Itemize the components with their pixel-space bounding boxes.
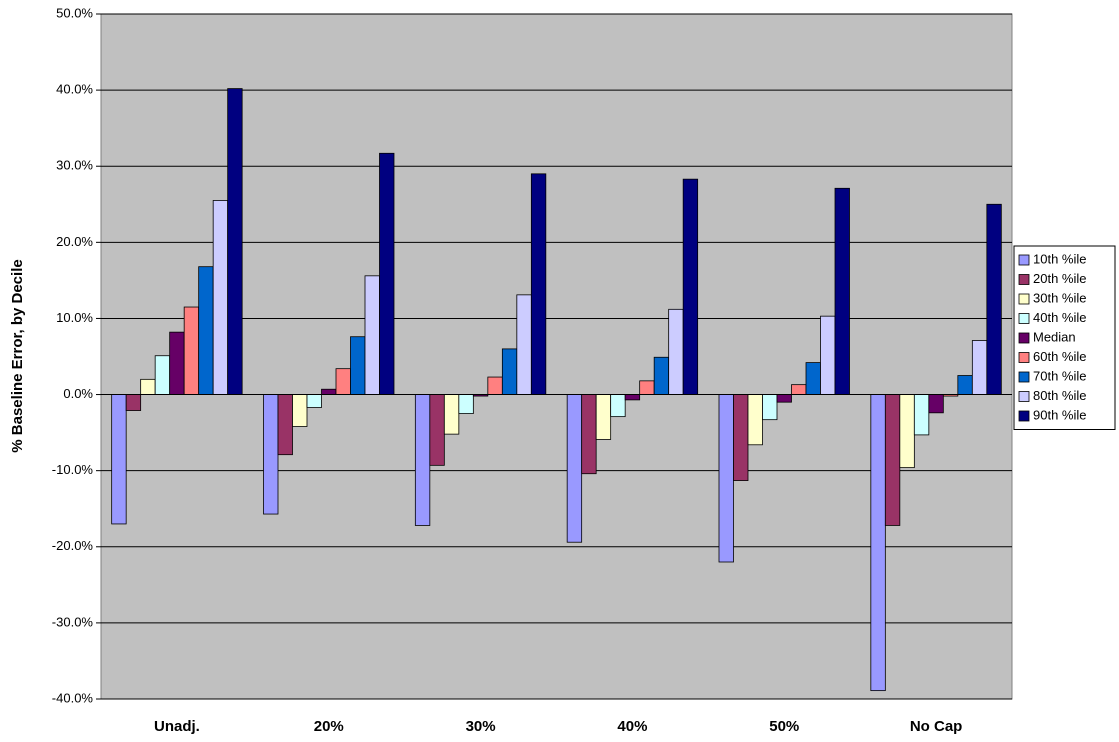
- bar: [429, 394, 445, 466]
- bar: [913, 394, 930, 436]
- bar: [762, 394, 778, 421]
- bar: [169, 331, 185, 395]
- bar: [747, 394, 763, 446]
- legend-label: 20th %ile: [1033, 271, 1086, 286]
- bar: [443, 394, 460, 435]
- bar: [277, 394, 293, 456]
- bar: [414, 394, 431, 526]
- bar: [820, 315, 836, 395]
- x-tick-label: 40%: [617, 718, 647, 735]
- bar: [733, 394, 749, 481]
- legend-label: 60th %ile: [1033, 349, 1086, 364]
- legend-swatch: [1018, 313, 1030, 324]
- bar: [870, 394, 886, 692]
- legend-label: 40th %ile: [1033, 310, 1086, 325]
- bar: [581, 394, 597, 475]
- bar: [899, 394, 915, 469]
- y-tick-label: 30.0%: [56, 158, 93, 173]
- bar: [125, 394, 142, 411]
- y-tick-label: 10.0%: [56, 310, 93, 325]
- legend-label: 10th %ile: [1033, 251, 1086, 266]
- legend-label: 30th %ile: [1033, 290, 1086, 305]
- bar: [212, 200, 229, 395]
- bar: [805, 362, 821, 395]
- legend-label: 80th %ile: [1033, 388, 1086, 403]
- x-tick-label: 30%: [466, 718, 496, 735]
- x-tick-label: 50%: [769, 718, 799, 735]
- bar: [458, 394, 474, 414]
- bar: [957, 375, 973, 395]
- legend-box: [1013, 245, 1116, 430]
- legend-swatch: [1018, 254, 1030, 266]
- bar: [379, 152, 395, 395]
- bar: [610, 394, 626, 418]
- bar: [971, 340, 988, 395]
- bar: [154, 355, 171, 395]
- y-tick-label: 20.0%: [56, 234, 93, 249]
- y-axis-label: % Baseline Error, by Decile: [9, 259, 26, 452]
- bar: [183, 306, 200, 395]
- bar: [653, 356, 670, 395]
- y-tick-label: -10.0%: [52, 462, 94, 477]
- bar: [791, 384, 807, 395]
- bar: [776, 394, 792, 403]
- y-tick-label: 40.0%: [56, 82, 93, 97]
- bar: [140, 378, 156, 395]
- legend-swatch: [1018, 293, 1030, 305]
- y-tick-label: -30.0%: [52, 614, 94, 629]
- y-tick-label: -20.0%: [52, 538, 94, 553]
- legend-swatch: [1018, 332, 1030, 344]
- bar: [227, 88, 243, 395]
- bar: [668, 308, 684, 395]
- bar: [292, 394, 308, 427]
- bar: [718, 394, 734, 563]
- bar: [639, 380, 655, 395]
- legend-swatch: [1018, 352, 1030, 363]
- bar: [198, 266, 214, 395]
- bar: [487, 376, 503, 395]
- bar: [566, 394, 583, 543]
- bar: [263, 394, 279, 515]
- legend-swatch: [1018, 410, 1030, 422]
- bar: [501, 348, 518, 395]
- bar: [350, 336, 366, 395]
- legend-label: 70th %ile: [1033, 368, 1086, 383]
- bar: [595, 394, 612, 440]
- legend-label: Median: [1033, 329, 1076, 344]
- bar: [306, 394, 322, 408]
- bar: [884, 394, 901, 526]
- bar: [335, 368, 351, 395]
- legend-swatch: [1018, 371, 1030, 383]
- plot-area: [100, 13, 1013, 700]
- y-tick-label: 0.0%: [63, 386, 93, 401]
- bar: [682, 178, 699, 395]
- y-tick-label: -40.0%: [52, 690, 94, 705]
- x-tick-label: Unadj.: [154, 718, 200, 735]
- legend-label: 90th %ile: [1033, 407, 1086, 422]
- bar: [530, 173, 547, 395]
- bar: [624, 394, 641, 401]
- bar: [928, 394, 944, 414]
- bar: [364, 275, 380, 395]
- bar: [834, 187, 850, 395]
- legend-swatch: [1018, 274, 1030, 285]
- bar: [111, 394, 127, 525]
- bar: [986, 203, 1002, 395]
- x-tick-label: 20%: [314, 718, 344, 735]
- legend-swatch: [1018, 391, 1030, 402]
- y-tick-label: 50.0%: [56, 5, 93, 20]
- bar: [321, 388, 337, 395]
- bar: [516, 294, 532, 395]
- x-tick-label: No Cap: [910, 718, 963, 735]
